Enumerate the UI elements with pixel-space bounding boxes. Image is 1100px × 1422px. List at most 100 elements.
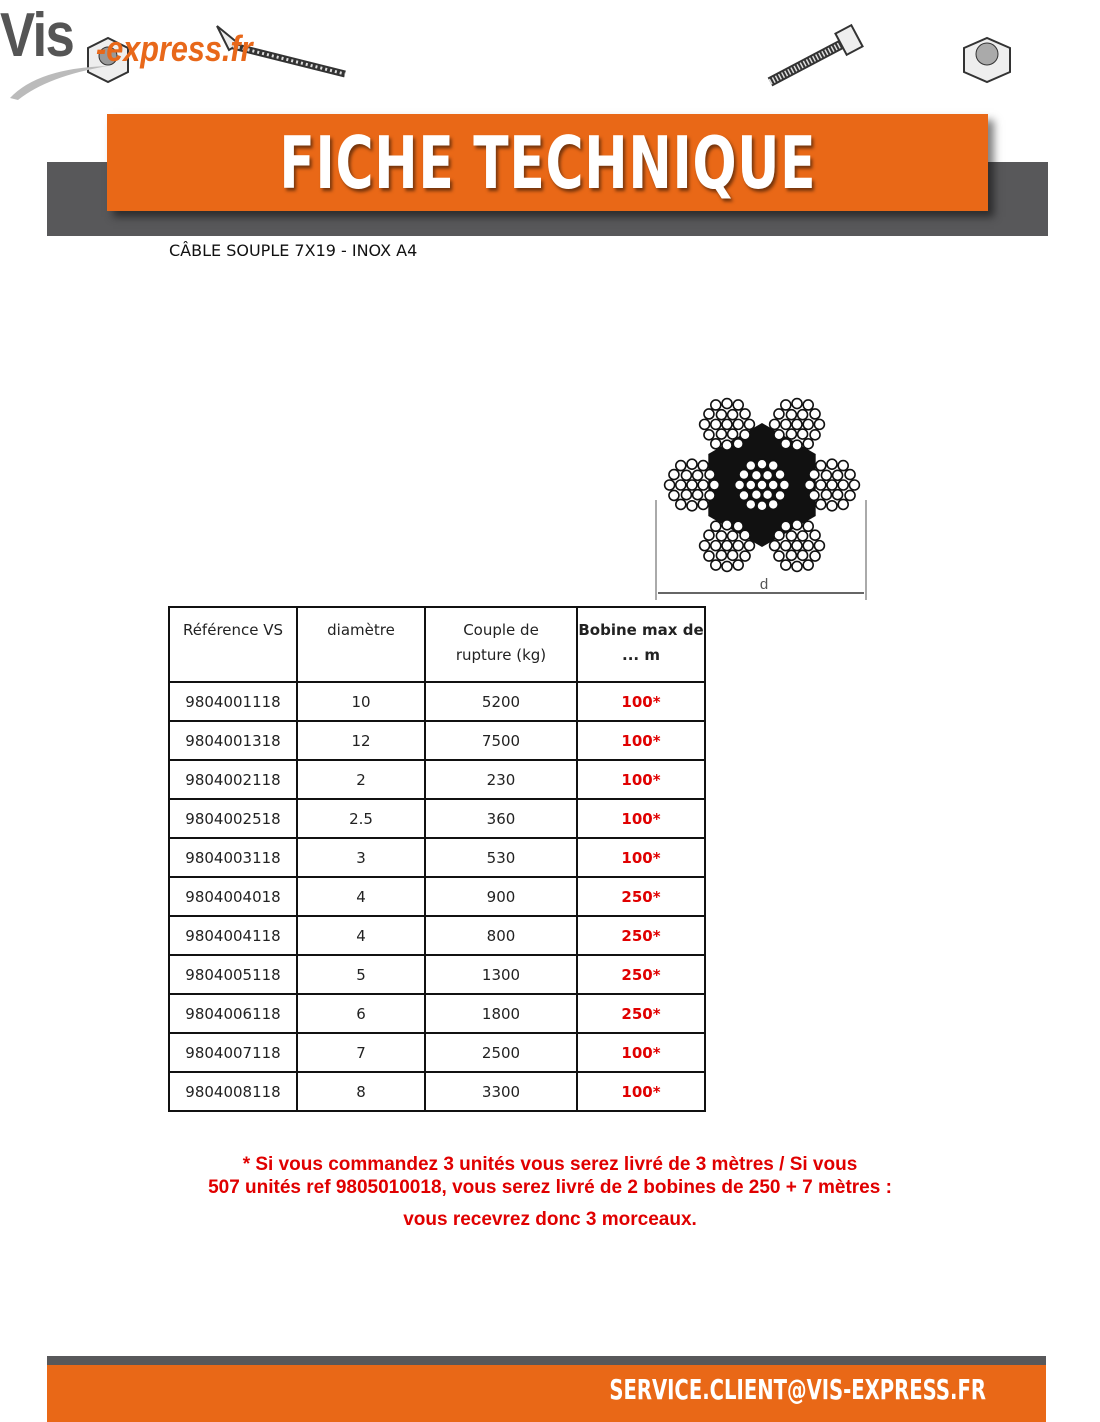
wire xyxy=(813,539,826,552)
wire xyxy=(674,479,687,491)
wire xyxy=(674,498,687,511)
wire xyxy=(808,468,820,481)
wire xyxy=(721,518,733,531)
cell-breaking-load: 5200 xyxy=(424,681,578,722)
cell-max-reel: 100* xyxy=(576,798,706,839)
wire xyxy=(739,550,751,562)
wire xyxy=(668,468,680,481)
wire xyxy=(732,559,744,571)
wire xyxy=(715,428,728,440)
wire xyxy=(668,489,680,502)
wire xyxy=(815,479,827,491)
wire xyxy=(715,408,728,421)
footer-email[interactable]: SERVICE.CLIENT@VIS-EXPRESS.FR xyxy=(609,1373,986,1406)
wire xyxy=(738,489,750,502)
wire xyxy=(732,418,744,431)
wire xyxy=(726,428,739,440)
wire xyxy=(710,418,722,431)
cell-breaking-load: 2500 xyxy=(424,1032,578,1073)
wire xyxy=(732,539,744,552)
wire xyxy=(826,479,838,491)
table-row: 9804006118 6 1800 250* xyxy=(168,993,706,1034)
wire xyxy=(796,549,809,562)
wire xyxy=(710,559,722,571)
wire xyxy=(715,530,728,542)
cell-reference: 9804003118 xyxy=(168,837,298,878)
footer-grey-band xyxy=(47,1356,1046,1365)
cell-reference: 9804008118 xyxy=(168,1071,298,1112)
wire xyxy=(703,529,715,542)
wire xyxy=(756,479,768,491)
wire xyxy=(785,408,798,421)
logo: Vis -express.fr xyxy=(0,0,280,100)
cell-max-reel: 250* xyxy=(576,993,706,1034)
wire xyxy=(756,500,768,512)
wire xyxy=(844,468,856,481)
wire xyxy=(826,500,838,512)
wire xyxy=(756,458,768,470)
wire xyxy=(809,550,821,562)
wire xyxy=(710,437,722,450)
wire xyxy=(815,459,827,472)
dimension-label: d xyxy=(760,576,768,593)
wire xyxy=(773,529,785,542)
cell-breaking-load: 530 xyxy=(424,837,578,878)
cell-breaking-load: 360 xyxy=(424,798,578,839)
wire xyxy=(726,408,739,421)
wire xyxy=(680,488,693,501)
cell-max-reel: 100* xyxy=(576,1071,706,1112)
wire xyxy=(721,439,733,452)
wire xyxy=(780,520,792,533)
wire xyxy=(710,520,722,533)
table-row: 9804001318 12 7500 100* xyxy=(168,720,706,761)
wire xyxy=(802,520,814,533)
cell-breaking-load: 7500 xyxy=(424,720,578,761)
wire xyxy=(721,418,733,431)
cell-diameter: 12 xyxy=(296,720,426,761)
cell-diameter: 7 xyxy=(296,1032,426,1073)
cell-reference: 9804004118 xyxy=(168,915,298,956)
cell-reference: 9804001118 xyxy=(168,681,298,722)
table-row: 9804005118 5 1300 250* xyxy=(168,954,706,995)
wire xyxy=(704,468,716,481)
wire xyxy=(813,418,826,431)
table-row: 9804007118 7 2500 100* xyxy=(168,1032,706,1073)
wire xyxy=(715,549,728,562)
wire xyxy=(848,479,861,491)
cell-breaking-load: 900 xyxy=(424,876,578,917)
wire xyxy=(704,489,716,502)
product-title: CÂBLE SOUPLE 7X19 - INOX A4 xyxy=(169,241,418,260)
wire xyxy=(785,530,798,542)
cell-diameter: 8 xyxy=(296,1071,426,1112)
table-row: 9804008118 8 3300 100* xyxy=(168,1071,706,1112)
wire xyxy=(796,408,809,421)
wire xyxy=(698,539,711,552)
wire xyxy=(743,539,756,552)
wire xyxy=(697,479,710,491)
table-row: 9804002118 2 230 100* xyxy=(168,759,706,800)
cell-max-reel: 100* xyxy=(576,720,706,761)
wire xyxy=(710,539,722,552)
note-line-2: 507 unités ref 9805010018, vous serez li… xyxy=(208,1177,892,1198)
cell-diameter: 10 xyxy=(296,681,426,722)
spec-table: Référence VS diamètre Couple de rupture … xyxy=(168,606,706,1112)
table-row: 9804002518 2.5 360 100* xyxy=(168,798,706,839)
table-row: 9804004118 4 800 250* xyxy=(168,915,706,956)
cell-max-reel: 100* xyxy=(576,681,706,722)
wire xyxy=(780,399,792,411)
wire xyxy=(708,479,721,491)
cable-cross-section-diagram: d xyxy=(655,397,867,600)
wire xyxy=(820,488,833,501)
cell-reference: 9804002518 xyxy=(168,798,298,839)
wire xyxy=(802,559,814,571)
col-breaking-load: Couple de rupture (kg) xyxy=(424,606,578,683)
wire xyxy=(663,479,676,491)
table-header-row: Référence VS diamètre Couple de rupture … xyxy=(168,606,706,683)
cell-reference: 9804004018 xyxy=(168,876,298,917)
wire xyxy=(809,408,821,420)
wire xyxy=(844,489,856,502)
wire xyxy=(791,439,803,452)
banner: FICHE TECHNIQUE xyxy=(107,114,988,211)
lock-nut-icon xyxy=(963,36,1011,84)
